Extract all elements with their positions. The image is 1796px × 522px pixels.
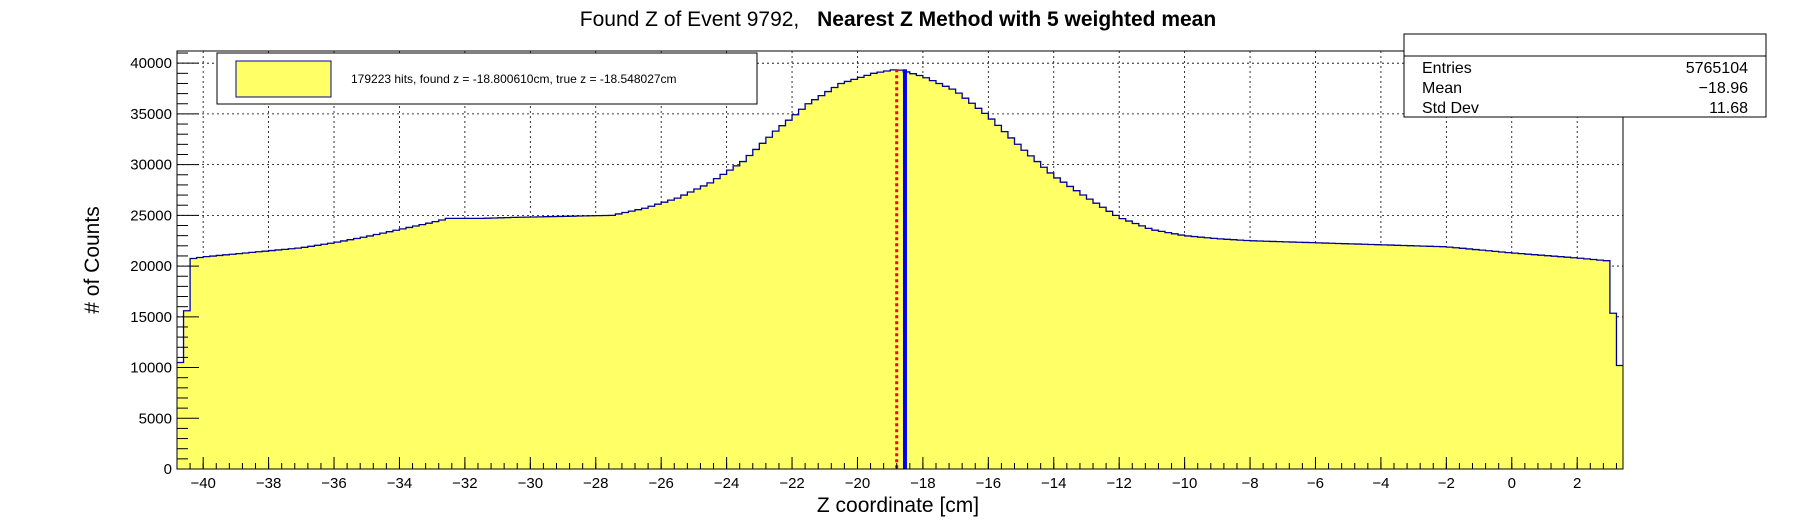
y-tick-label: 0 xyxy=(164,461,172,478)
chart-title-bold: Nearest Z Method with 5 weighted mean xyxy=(817,8,1216,31)
legend-box: 179223 hits, found z = -18.800610cm, tru… xyxy=(216,52,758,105)
histogram-outline xyxy=(177,69,1623,367)
y-tick-label: 5000 xyxy=(139,410,172,427)
stats-frame xyxy=(1403,33,1767,118)
y-axis-label: # of Counts xyxy=(81,206,104,313)
stats-value: 5765104 xyxy=(1686,60,1748,77)
x-tick-label: −24 xyxy=(714,475,739,492)
x-tick-label: −34 xyxy=(387,475,412,492)
chart-title: Found Z of Event 9792, Nearest Z Method … xyxy=(580,8,1216,31)
legend-swatch xyxy=(235,60,332,98)
stats-label: Mean xyxy=(1422,80,1462,97)
stats-label: Entries xyxy=(1422,60,1472,77)
chart-title-normal: Found Z of Event 9792, xyxy=(580,8,799,31)
x-tick-label: −22 xyxy=(779,475,804,492)
histogram-fill xyxy=(177,69,1623,469)
y-tick-label: 35000 xyxy=(130,106,172,123)
z-markers xyxy=(895,69,907,469)
legend-entry: 179223 hits, found z = -18.800610cm, tru… xyxy=(351,72,677,86)
stats-value: 11.68 xyxy=(1709,100,1748,117)
x-tick-label: −6 xyxy=(1307,475,1324,492)
x-tick-label: −40 xyxy=(190,475,215,492)
x-tick-label: −32 xyxy=(452,475,477,492)
x-axis-ticks: −40 −38 −36 −34 −32 −30 −28 −26 −24 −22 −20 −18 −16−… xyxy=(189,457,1617,492)
y-tick-label: 30000 xyxy=(130,157,172,174)
x-tick-label: −26 xyxy=(648,475,673,492)
x-tick-label: −16 xyxy=(976,475,1001,492)
y-tick-label: 40000 xyxy=(130,55,172,72)
x-tick-label: −38 xyxy=(256,475,281,492)
stats-box: Entries 5765104 Mean −18.96 Std Dev 11.68 xyxy=(1403,33,1767,118)
x-tick-label: −2 xyxy=(1438,475,1455,492)
stats-rows: Entries 5765104 Mean −18.96 Std Dev 11.68 xyxy=(1422,60,1748,117)
x-tick-label: −20 xyxy=(845,475,870,492)
y-tick-label: 10000 xyxy=(130,360,172,377)
plot-area: −40 −38 −36 −34 −32 −30 −28 −26 −24 −22 −20 −18 −16−… xyxy=(130,50,1624,492)
x-tick-label: −12 xyxy=(1106,475,1131,492)
y-tick-label: 15000 xyxy=(130,309,172,326)
y-axis-ticks: 0 5000 10000 15000 20000 25000 30000 35000 40000 xyxy=(130,52,199,478)
plot-border xyxy=(176,50,1624,470)
x-axis-label: Z coordinate [cm] xyxy=(817,494,979,517)
x-tick-label: −18 xyxy=(910,475,935,492)
x-tick-label: −10 xyxy=(1172,475,1197,492)
x-tick-label: 2 xyxy=(1573,475,1581,492)
x-tick-label: −8 xyxy=(1241,475,1258,492)
stats-value: −18.96 xyxy=(1699,80,1748,97)
x-tick-label: 0 xyxy=(1508,475,1516,492)
x-tick-label: −28 xyxy=(583,475,608,492)
x-tick-label: −36 xyxy=(321,475,346,492)
stats-label: Std Dev xyxy=(1422,100,1479,117)
x-tick-label: −14 xyxy=(1041,475,1066,492)
x-tick-label: −4 xyxy=(1372,475,1389,492)
x-tick-label: −30 xyxy=(518,475,543,492)
y-tick-label: 20000 xyxy=(130,258,172,275)
y-tick-label: 25000 xyxy=(130,207,172,224)
